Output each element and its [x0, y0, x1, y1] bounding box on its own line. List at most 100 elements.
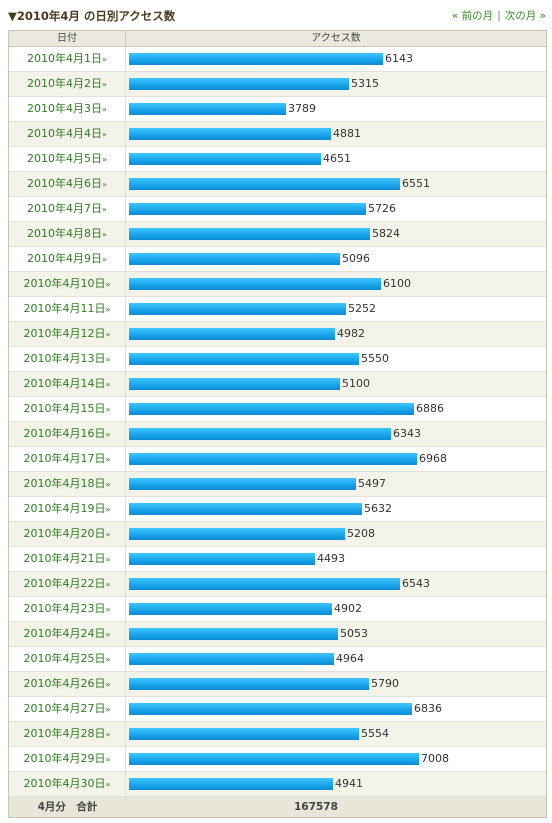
double-arrow-icon: »: [105, 705, 111, 714]
access-bar: [129, 128, 331, 140]
table-row: 2010年4月4日» 4881: [9, 122, 546, 147]
date-link[interactable]: 2010年4月2日»: [9, 72, 126, 96]
table-row: 2010年4月13日» 5550: [9, 347, 546, 372]
date-link[interactable]: 2010年4月15日»: [9, 397, 126, 421]
table-row: 2010年4月24日» 5053: [9, 622, 546, 647]
access-column-header: アクセス数: [311, 33, 361, 44]
double-arrow-icon: »: [105, 530, 111, 539]
table-row: 2010年4月11日» 5252: [9, 297, 546, 322]
total-row: 4月分 合計 167578: [9, 797, 546, 817]
date-link[interactable]: 2010年4月4日»: [9, 122, 126, 146]
access-bar: [129, 328, 335, 340]
date-link[interactable]: 2010年4月17日»: [9, 447, 126, 471]
month-pager: « 前の月 | 次の月 »: [452, 8, 546, 23]
date-link[interactable]: 2010年4月24日»: [9, 622, 126, 646]
date-link[interactable]: 2010年4月28日»: [9, 722, 126, 746]
bar-cell: 4982: [126, 322, 546, 346]
date-label: 2010年4月9日: [27, 252, 103, 265]
date-link[interactable]: 2010年4月8日»: [9, 222, 126, 246]
double-arrow-icon: »: [105, 305, 111, 314]
table-row: 2010年4月20日» 5208: [9, 522, 546, 547]
access-bar: [129, 178, 400, 190]
access-bar: [129, 203, 366, 215]
date-link[interactable]: 2010年4月1日»: [9, 47, 126, 71]
table-body: 2010年4月1日» 6143 2010年4月2日» 5315 2010年4月3日» 37…: [9, 47, 546, 797]
page-title: ▼2010年4月 の日別アクセス数: [8, 9, 176, 23]
access-value-label: 5208: [347, 527, 375, 540]
date-link[interactable]: 2010年4月27日»: [9, 697, 126, 721]
table-row: 2010年4月21日» 4493: [9, 547, 546, 572]
bar-cell: 5554: [126, 722, 546, 746]
table-row: 2010年4月16日» 6343: [9, 422, 546, 447]
access-value-label: 5315: [351, 77, 379, 90]
double-arrow-icon: »: [102, 255, 107, 264]
access-bar: [129, 528, 345, 540]
date-label: 2010年4月29日: [23, 752, 106, 765]
table-row: 2010年4月23日» 4902: [9, 597, 546, 622]
date-link[interactable]: 2010年4月14日»: [9, 372, 126, 396]
date-link[interactable]: 2010年4月22日»: [9, 572, 126, 596]
date-label: 2010年4月5日: [27, 152, 103, 165]
date-label: 2010年4月17日: [23, 452, 106, 465]
date-link[interactable]: 2010年4月26日»: [9, 672, 126, 696]
date-label: 2010年4月22日: [23, 577, 106, 590]
date-label: 2010年4月30日: [23, 777, 106, 790]
date-label: 2010年4月24日: [23, 627, 106, 640]
bar-cell: 4493: [126, 547, 546, 571]
date-label: 2010年4月14日: [23, 377, 106, 390]
date-link[interactable]: 2010年4月20日»: [9, 522, 126, 546]
bar-cell: 5824: [126, 222, 546, 246]
table-row: 2010年4月12日» 4982: [9, 322, 546, 347]
access-value-label: 4493: [317, 552, 345, 565]
bar-cell: 5497: [126, 472, 546, 496]
date-link[interactable]: 2010年4月6日»: [9, 172, 126, 196]
date-label: 2010年4月6日: [27, 177, 103, 190]
date-link[interactable]: 2010年4月25日»: [9, 647, 126, 671]
access-value-label: 5632: [364, 502, 392, 515]
double-arrow-icon: »: [102, 105, 107, 114]
double-arrow-icon: »: [105, 780, 111, 789]
date-label: 2010年4月8日: [27, 227, 103, 240]
date-link[interactable]: 2010年4月16日»: [9, 422, 126, 446]
date-link[interactable]: 2010年4月3日»: [9, 97, 126, 121]
page-header: ▼2010年4月 の日別アクセス数 « 前の月 | 次の月 »: [8, 8, 546, 23]
access-bar: [129, 278, 381, 290]
date-column-header: 日付: [9, 31, 126, 46]
bar-cell: 5208: [126, 522, 546, 546]
bar-cell: 4651: [126, 147, 546, 171]
date-link[interactable]: 2010年4月11日»: [9, 297, 126, 321]
access-bar: [129, 403, 414, 415]
date-label: 2010年4月28日: [23, 727, 106, 740]
double-arrow-icon: »: [105, 730, 111, 739]
date-link[interactable]: 2010年4月10日»: [9, 272, 126, 296]
date-link[interactable]: 2010年4月19日»: [9, 497, 126, 521]
access-value-label: 5726: [368, 202, 396, 215]
date-link[interactable]: 2010年4月5日»: [9, 147, 126, 171]
date-link[interactable]: 2010年4月13日»: [9, 347, 126, 371]
daily-access-table: 日付 アクセス数 2010年4月1日» 6143 2010年4月2日» 5315 201…: [8, 30, 547, 818]
date-link[interactable]: 2010年4月29日»: [9, 747, 126, 771]
date-link[interactable]: 2010年4月21日»: [9, 547, 126, 571]
bar-cell: 6343: [126, 422, 546, 446]
access-value-label: 5550: [361, 352, 389, 365]
table-row: 2010年4月26日» 5790: [9, 672, 546, 697]
date-link[interactable]: 2010年4月23日»: [9, 597, 126, 621]
bar-cell: 7008: [126, 747, 546, 771]
table-row: 2010年4月7日» 5726: [9, 197, 546, 222]
date-link[interactable]: 2010年4月9日»: [9, 247, 126, 271]
date-link[interactable]: 2010年4月7日»: [9, 197, 126, 221]
table-row: 2010年4月18日» 5497: [9, 472, 546, 497]
date-link[interactable]: 2010年4月18日»: [9, 472, 126, 496]
access-value-label: 5824: [372, 227, 400, 240]
date-link[interactable]: 2010年4月30日»: [9, 772, 126, 796]
bar-cell: 4902: [126, 597, 546, 621]
access-value-label: 4941: [335, 777, 363, 790]
date-label: 2010年4月1日: [27, 52, 103, 65]
next-month-link[interactable]: 次の月 »: [504, 10, 546, 22]
access-value-label: 6551: [402, 177, 430, 190]
double-arrow-icon: »: [102, 130, 107, 139]
date-link[interactable]: 2010年4月12日»: [9, 322, 126, 346]
table-row: 2010年4月1日» 6143: [9, 47, 546, 72]
table-row: 2010年4月22日» 6543: [9, 572, 546, 597]
prev-month-link[interactable]: « 前の月: [451, 10, 494, 22]
